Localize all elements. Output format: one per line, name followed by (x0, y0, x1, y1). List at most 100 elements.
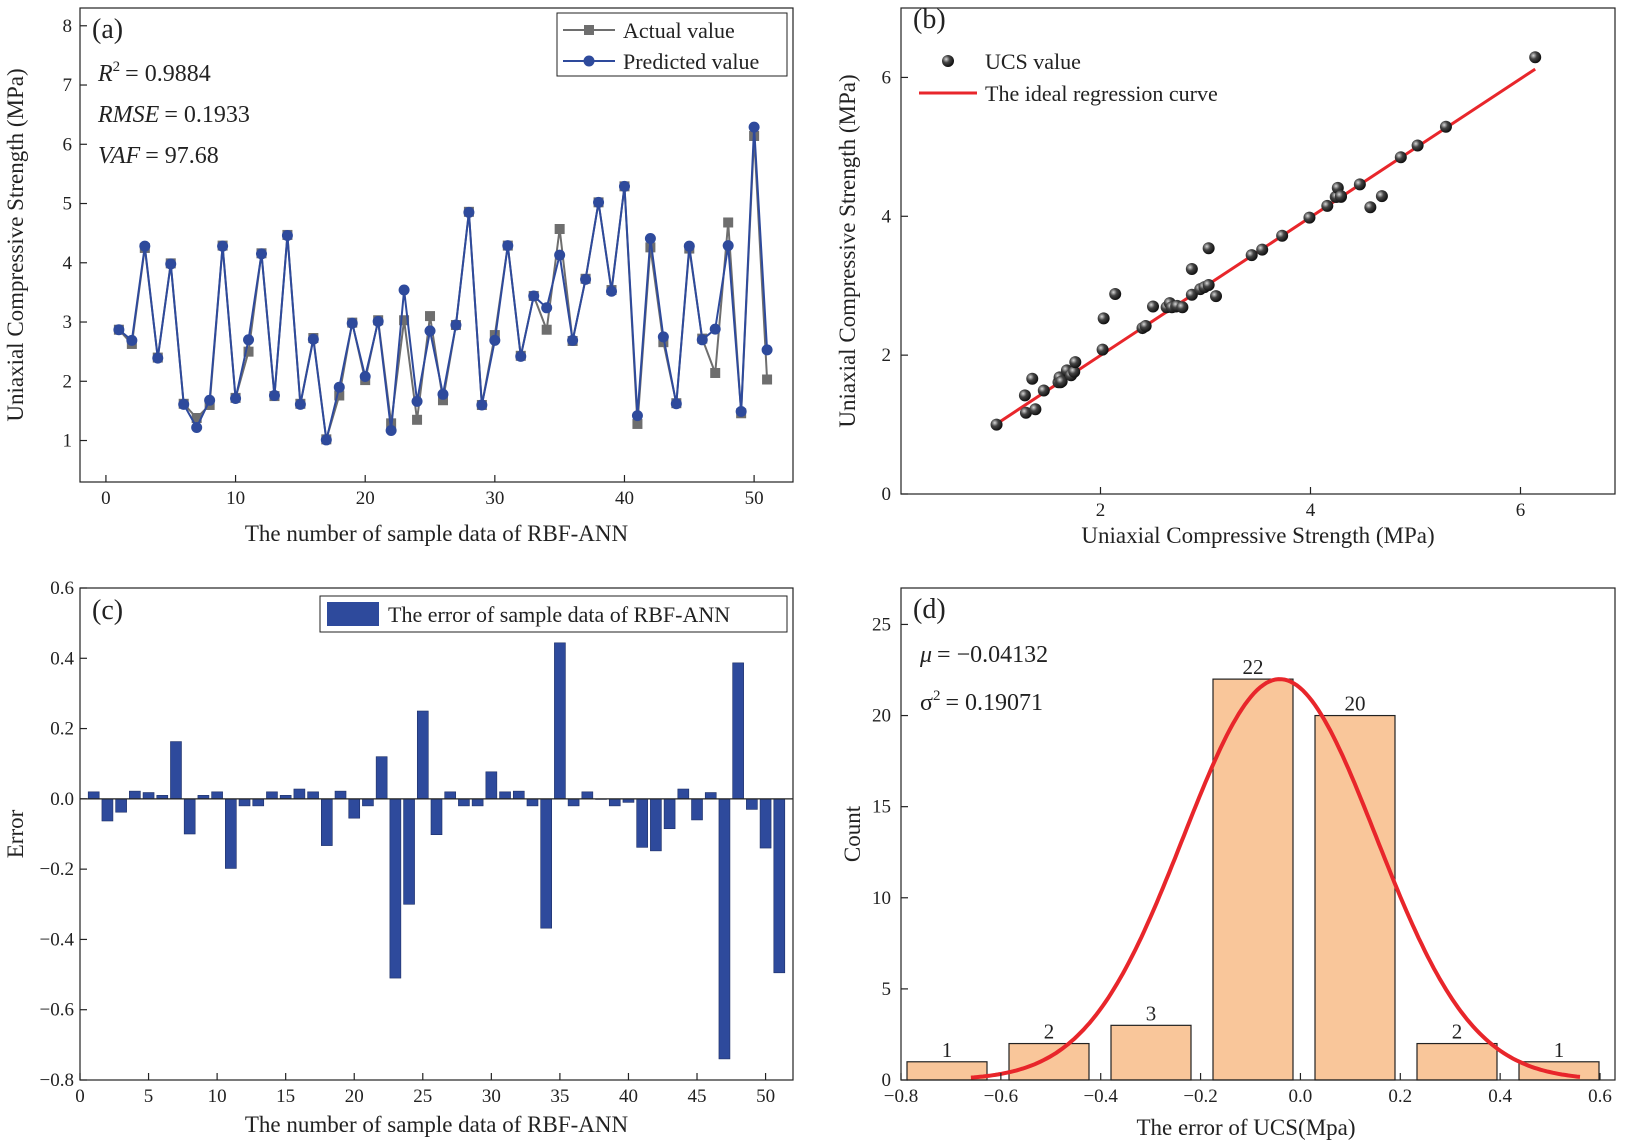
predicted-point (152, 352, 164, 364)
panel-c-legend-box (319, 595, 788, 633)
stat-name: VAF (98, 143, 141, 169)
panel-c-xtick-label: 15 (276, 1086, 295, 1107)
predicted-point (683, 240, 695, 252)
actual-point (710, 367, 721, 378)
panel-c-ytick-label: 0.6 (50, 578, 74, 599)
error-bar (375, 756, 388, 800)
bar-count-label: 1 (1554, 1038, 1565, 1062)
error-bar (334, 790, 347, 800)
predicted-point (735, 405, 747, 417)
legend-label: Predicted value (623, 49, 759, 74)
panel-c-xtick-label: 10 (208, 1086, 227, 1107)
error-bar (225, 798, 237, 869)
predicted-point (372, 315, 384, 327)
panel-b-xtick-label: 4 (1306, 500, 1316, 521)
panel-a-frame (79, 7, 794, 483)
panel-c-ylabel: Error (3, 809, 28, 858)
panel-a-xtick-label: 0 (101, 488, 111, 509)
panel-c-ytick-label: 0.0 (50, 789, 74, 810)
predicted-point (178, 398, 190, 410)
bar-count-label: 1 (942, 1038, 953, 1062)
stat-value: = 0.9884 (125, 61, 211, 87)
error-bar (238, 798, 251, 807)
legend-square-marker (584, 25, 594, 35)
ucs-point (1037, 384, 1050, 397)
panel-d-ylabel: Count (840, 805, 865, 862)
ucs-point (1069, 356, 1082, 369)
predicted-point (294, 398, 306, 410)
error-bar (183, 798, 196, 835)
predicted-point (502, 240, 514, 252)
panel-c-ytick-label: −0.2 (40, 859, 74, 880)
predicted-point (320, 434, 332, 446)
panel-b-ylabel: Uniaxial Compressive Strength (MPa) (835, 74, 860, 427)
actual-point (425, 311, 436, 322)
predicted-point (761, 344, 773, 356)
legend-swatch (327, 602, 379, 626)
predicted-point (476, 399, 488, 411)
ucs-point (1394, 151, 1407, 164)
ucs-point (1026, 372, 1039, 385)
ucs-point (1185, 263, 1198, 276)
predicted-point (528, 290, 540, 302)
predicted-point (139, 240, 151, 252)
panel-d-ytick-label: 25 (872, 614, 891, 635)
error-bar (663, 798, 676, 830)
panel-c-ytick-label: −0.4 (40, 929, 75, 950)
actual-point (723, 217, 734, 228)
error-bar (321, 798, 333, 846)
ucs-point (1210, 290, 1222, 303)
bar-count-label: 3 (1146, 1001, 1157, 1025)
ucs-point (1202, 279, 1215, 292)
error-bar (567, 798, 580, 807)
predicted-point (268, 389, 280, 401)
histogram-bar (1416, 1042, 1498, 1081)
error-bar (718, 798, 731, 1060)
panel-a-ytick-label: 1 (63, 431, 73, 452)
error-bar (389, 798, 402, 979)
panel-a-stat: R2 = 0.9884 (97, 59, 211, 87)
panel-c-xtick-label: 20 (345, 1086, 364, 1107)
error-bar (252, 798, 265, 807)
error-bar (526, 798, 539, 807)
legend-label: The ideal regression curve (985, 81, 1218, 106)
panel-b: 2 4 6 0 2 4 6 Uniaxial Compressive Strength (MP… (835, 4, 1616, 548)
panel-c-xtick-label: 5 (144, 1086, 154, 1107)
error-bar (101, 798, 114, 822)
ucs-point (1411, 139, 1424, 152)
predicted-point (541, 302, 553, 314)
predicted-point (113, 324, 125, 336)
actual-point (243, 346, 254, 357)
actual-point (632, 418, 643, 429)
predicted-point (567, 334, 579, 346)
predicted-point (593, 196, 605, 208)
ucs-point (1202, 242, 1215, 255)
panel-c-xtick-label: 0 (75, 1086, 85, 1107)
stat-sup: 2 (933, 688, 941, 704)
predicted-point (411, 395, 423, 407)
panel-b-ytick-label: 2 (882, 345, 892, 366)
panel-a-legend-box (556, 12, 788, 77)
panel-d-xtick-label: 0.6 (1588, 1086, 1612, 1107)
error-bar (759, 798, 772, 849)
panel-c-frame (79, 587, 794, 1081)
histogram-bar (1008, 1042, 1090, 1081)
panel-a-ytick-label: 8 (63, 16, 73, 37)
error-bar (608, 798, 621, 807)
predicted-point (346, 317, 358, 329)
error-bar (540, 798, 552, 929)
error-bar (650, 798, 662, 852)
panel-a-ytick-label: 6 (63, 134, 73, 155)
histogram-bar (1212, 678, 1294, 1081)
ucs-point (1068, 365, 1081, 378)
predicted-point (165, 258, 177, 270)
ucs-point (990, 418, 1003, 431)
ucs-point (1029, 403, 1042, 416)
panel-a-ytick-label: 3 (63, 312, 73, 333)
ucs-point (1439, 120, 1452, 133)
ucs-point (1321, 199, 1334, 212)
legend-label: The error of sample data of RBF-ANN (388, 602, 730, 627)
predicted-point (204, 394, 216, 406)
panel-c-xtick-label: 25 (413, 1086, 432, 1107)
panel-c-xlabel: The number of sample data of RBF-ANN (245, 1112, 629, 1137)
